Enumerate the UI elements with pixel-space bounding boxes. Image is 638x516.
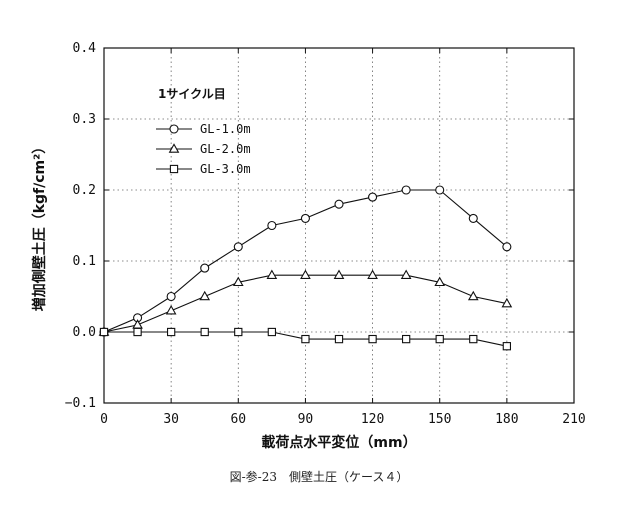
x-tick-label: 90: [298, 412, 314, 427]
data-point-square: [99, 327, 109, 337]
data-point-triangle: [400, 269, 412, 279]
data-point-triangle: [199, 290, 211, 301]
y-tick-label: 0.0: [73, 325, 96, 340]
legend-item: GL-3.0m: [156, 162, 251, 176]
series-square: [99, 327, 512, 351]
grid-lines: [104, 48, 574, 403]
data-point-triangle: [434, 276, 446, 287]
data-point-triangle: [333, 269, 345, 279]
data-point-square: [166, 327, 176, 337]
x-axis-label: 載荷点水平変位（mm）: [261, 434, 416, 451]
x-tick-label: 30: [163, 412, 179, 427]
data-point-triangle: [232, 276, 244, 287]
y-tick-label: 0.4: [73, 41, 97, 56]
legend-label: GL-2.0m: [200, 142, 251, 156]
legend-marker-circle: [169, 124, 179, 134]
axis-ticks: 0 30 60 90 120 150 180 210 −0.1 0.0 0.1 0.2 0.3 0.4: [65, 41, 586, 427]
data-point-square: [401, 334, 411, 344]
data-point-circle: [300, 213, 310, 223]
data-point-triangle: [165, 304, 177, 315]
figure-caption: 図-参-23 側壁土圧（ケース４）: [229, 470, 409, 484]
x-tick-label: 210: [562, 412, 585, 427]
data-point-square: [133, 327, 142, 337]
legend-item: GL-2.0m: [156, 142, 251, 156]
data-point-square: [435, 334, 444, 344]
series: [98, 185, 513, 351]
data-point-circle: [502, 242, 512, 252]
data-point-square: [267, 327, 277, 337]
y-tick-label: −0.1: [65, 396, 96, 411]
data-point-circle: [267, 220, 277, 231]
data-point-triangle: [132, 319, 143, 329]
x-tick-label: 120: [361, 412, 384, 427]
data-point-square: [334, 334, 344, 344]
data-point-square: [200, 327, 209, 337]
data-point-triangle: [501, 297, 513, 308]
data-point-triangle: [300, 269, 311, 279]
y-tick-label: 0.2: [73, 183, 96, 198]
legend-item: GL-1.0m: [156, 122, 251, 136]
data-point-triangle: [266, 269, 278, 279]
x-tick-label: 180: [495, 412, 518, 427]
data-point-square: [469, 334, 478, 344]
legend-title: 1サイクル目: [158, 87, 226, 101]
data-point-triangle: [467, 290, 479, 301]
legend: 1サイクル目 GL-1.0m GL-2.0m GL-3.0m: [156, 87, 251, 176]
data-point-circle: [401, 185, 411, 195]
y-tick-label: 0.3: [73, 112, 96, 127]
plot-frame: [103, 47, 575, 404]
legend-label: GL-3.0m: [200, 162, 251, 176]
data-point-circle: [435, 185, 445, 195]
data-point-square: [301, 334, 310, 344]
legend-marker-square: [169, 164, 179, 174]
data-point-triangle: [367, 269, 378, 279]
y-axis-label: 増加側壁土圧（kgf/cm²）: [31, 140, 48, 312]
data-point-circle: [368, 192, 378, 202]
data-point-circle: [166, 291, 176, 302]
data-point-square: [234, 327, 243, 337]
x-tick-label: 60: [230, 412, 246, 427]
data-point-circle: [468, 213, 478, 223]
x-tick-label: 150: [428, 412, 451, 427]
chart: 0 30 60 90 120 150 180 210 −0.1 0.0 0.1 0.2 0.3 0.4 1…: [31, 41, 586, 451]
legend-label: GL-1.0m: [200, 122, 251, 136]
data-point-circle: [233, 242, 243, 252]
data-point-square: [368, 334, 377, 344]
y-tick-label: 0.1: [73, 254, 96, 269]
data-point-circle: [200, 263, 210, 273]
data-point-square: [502, 342, 512, 351]
data-point-circle: [334, 199, 344, 209]
x-tick-label: 0: [100, 412, 108, 427]
legend-marker-triangle: [168, 143, 180, 153]
